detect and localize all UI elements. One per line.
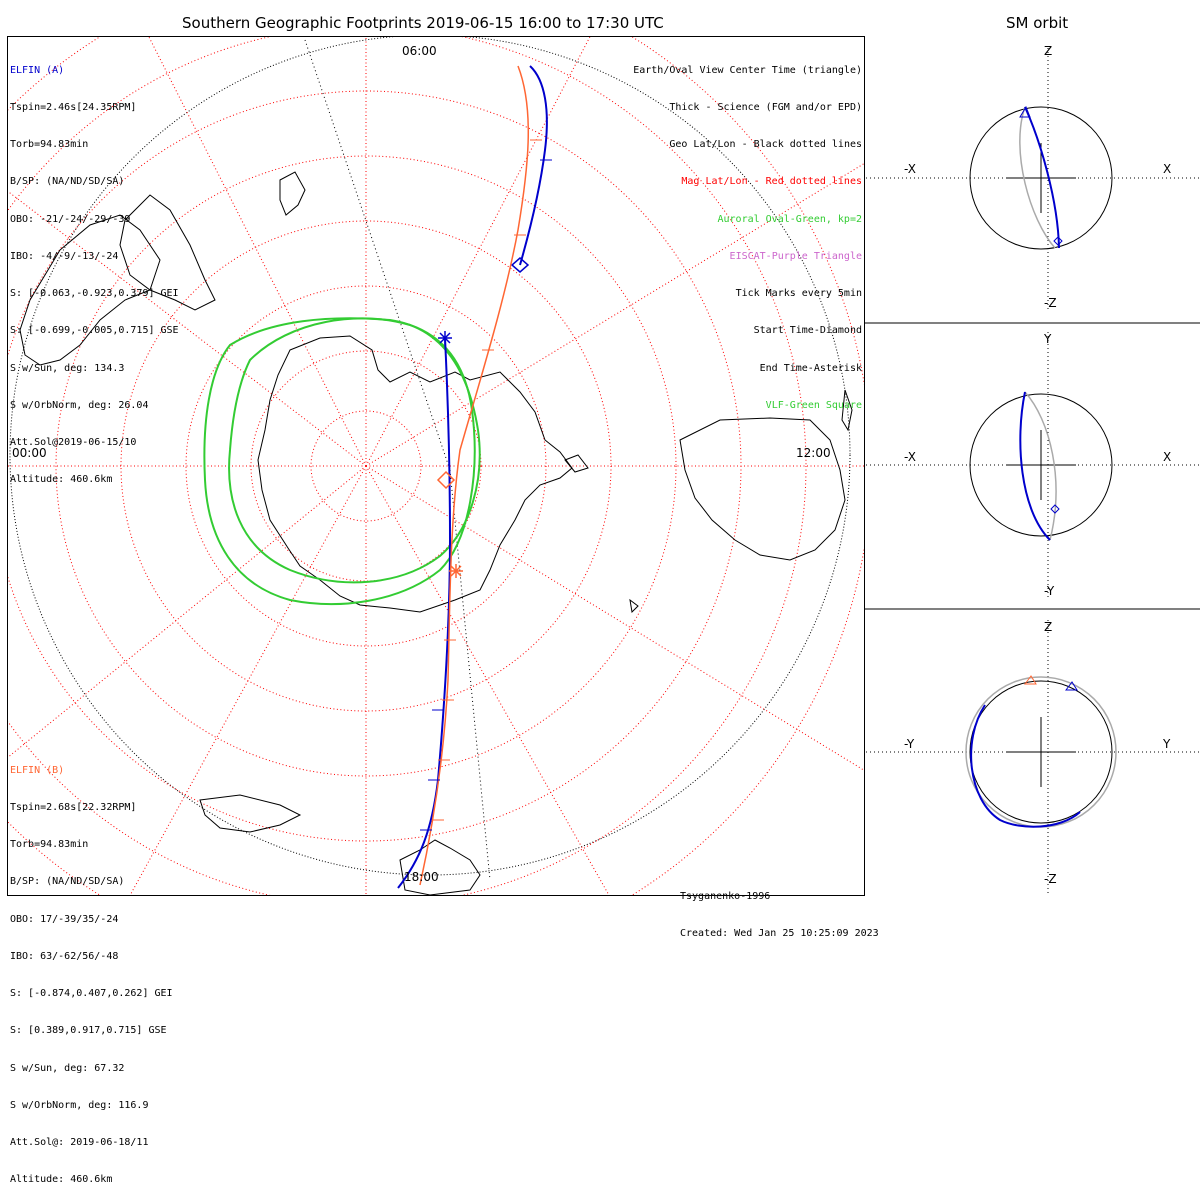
- elfin-a-line: S w/Sun, deg: 134.3: [10, 362, 125, 374]
- elfin-b-line: Torb=94.83min: [10, 839, 89, 851]
- elfin-a-line: Altitude: 460.6km: [10, 474, 113, 486]
- elfin-b-line: Att.Sol@: 2019-06-18/11: [10, 1137, 149, 1148]
- elfin-b-name: ELFIN (B): [10, 764, 65, 776]
- legend-item: EISCAT-Purple Triangle: [729, 250, 862, 262]
- earth-circle: [969, 106, 1113, 250]
- elfin-a-track: [397, 337, 452, 889]
- elfin-b-orbit: [1019, 106, 1056, 249]
- elfin-a-line: S: [-0.699,-0.005,0.715] GSE: [10, 325, 179, 337]
- legend: Earth/Oval View Center Time (triangle) T…: [633, 40, 862, 425]
- auroral-oval-outer: [203, 317, 476, 605]
- legend-item: Mag Lat/Lon - Red dotted lines: [681, 176, 862, 188]
- elfin-a-line: IBO: -4/-9/-13/-24: [10, 250, 119, 262]
- footprint-map-frame: [7, 36, 865, 896]
- elfin-b-tick-marks: [432, 139, 542, 821]
- earth-disk-outline: [9, 37, 851, 876]
- panel3-top-label: Z: [1044, 620, 1053, 634]
- elfin-b-center-diamond: [436, 470, 456, 490]
- main-title: Southern Geographic Footprints 2019-06-1…: [182, 14, 664, 32]
- sm-panel-xz: [866, 48, 1200, 310]
- view-center-triangle: [1019, 105, 1031, 118]
- sm-panel-xy: [866, 332, 1200, 600]
- elfin-a-track-top: [519, 65, 548, 266]
- elfin-b-orbit: [1024, 391, 1057, 541]
- elfin-a-line: OBO: -21/-24/-29/-39: [10, 213, 131, 225]
- panel1-right-label: X: [1163, 162, 1172, 176]
- elfin-a-start-diamond: [510, 257, 530, 273]
- time-label-top: 06:00: [402, 44, 437, 58]
- elfin-b-line: OBO: 17/-39/35/-24: [10, 913, 119, 925]
- legend-item: End Time-Asterisk: [759, 362, 862, 374]
- elfin-a-info: ELFIN (A) Tspin=2.46s[24.35RPM] Torb=94.…: [10, 40, 179, 499]
- panel2-left-label: -X: [904, 450, 916, 464]
- elfin-b-line: Tspin=2.68s[22.32RPM]: [10, 802, 137, 814]
- elfin-b-line: B/SP: (NA/ND/SD/SA): [10, 876, 125, 888]
- legend-item: Earth/Oval View Center Time (triangle): [633, 64, 862, 76]
- elfin-a-tick-marks: [420, 159, 552, 831]
- panel2-top-label: Y: [1044, 332, 1052, 346]
- legend-item: VLF-Green Square: [765, 399, 862, 411]
- created-timestamp: Created: Wed Jan 25 10:25:09 2023: [680, 928, 879, 940]
- footprint-map: [8, 37, 864, 895]
- elfin-a-line: B/SP: (NA/ND/SD/SA): [10, 176, 125, 188]
- model-name: Tsyganenko-1996: [680, 890, 771, 902]
- legend-item: Geo Lat/Lon - Black dotted lines: [669, 139, 862, 151]
- start-diamond: [1053, 236, 1063, 246]
- earth-circle: [969, 680, 1113, 824]
- view-center-triangle-b: [1024, 675, 1037, 685]
- start-diamond: [1050, 504, 1060, 514]
- elfin-a-name: ELFIN (A): [10, 64, 65, 76]
- elfin-a-end-asterisk: [438, 331, 452, 345]
- elfin-b-track: [419, 65, 530, 886]
- time-label-right: 12:00: [796, 446, 831, 460]
- elfin-a-line: S w/OrbNorm, deg: 26.04: [10, 399, 149, 411]
- elfin-a-line: S: [-0.063,-0.923,0.379] GEI: [10, 288, 179, 300]
- panel3-right-label: Y: [1163, 737, 1171, 751]
- elfin-b-line: S w/OrbNorm, deg: 116.9: [10, 1099, 149, 1111]
- time-label-left: 00:00: [12, 446, 47, 460]
- elfin-a-line: Tspin=2.46s[24.35RPM]: [10, 102, 137, 114]
- panel2-right-label: X: [1163, 450, 1172, 464]
- mag-lon-grid: [8, 37, 864, 895]
- elfin-a-line: Torb=94.83min: [10, 139, 89, 151]
- earth-circle: [969, 393, 1113, 537]
- panel1-bottom-label: -Z: [1044, 296, 1057, 310]
- legend-item: Auroral Oval-Green, kp=2: [717, 213, 863, 225]
- elfin-a-orbit: [1024, 106, 1060, 249]
- sm-panel-yz: [866, 620, 1200, 895]
- panel3-left-label: -Y: [904, 737, 915, 751]
- panel2-bottom-label: -Y: [1044, 584, 1055, 598]
- legend-item: Thick - Science (FGM and/or EPD): [669, 102, 862, 114]
- elfin-a-orbit: [1019, 391, 1051, 541]
- elfin-b-line: S w/Sun, deg: 67.32: [10, 1062, 125, 1074]
- elfin-b-end-asterisk: [449, 564, 463, 578]
- elfin-b-line: S: [-0.874,0.407,0.262] GEI: [10, 988, 173, 1000]
- legend-item: Start Time-Diamond: [753, 325, 862, 337]
- panel3-bottom-label: -Z: [1044, 872, 1057, 886]
- time-label-bottom: 18:00: [404, 870, 439, 884]
- elfin-b-line: IBO: 63/-62/56/-48: [10, 950, 119, 962]
- sm-orbit-panels: [865, 48, 1200, 895]
- elfin-a-orbit: [970, 704, 1081, 828]
- panel1-left-label: -X: [904, 162, 916, 176]
- continent-outlines: [19, 171, 853, 895]
- sm-orbit-title: SM orbit: [1006, 14, 1069, 32]
- view-center-triangle: [1065, 681, 1078, 691]
- legend-item: Tick Marks every 5min: [735, 288, 862, 300]
- elfin-a-line: Att.Sol@2019-06-15/10: [10, 437, 137, 448]
- panel1-top-label: Z: [1044, 44, 1053, 58]
- elfin-b-line: Altitude: 460.6km: [10, 1174, 113, 1186]
- elfin-b-line: S: [0.389,0.917,0.715] GSE: [10, 1025, 167, 1037]
